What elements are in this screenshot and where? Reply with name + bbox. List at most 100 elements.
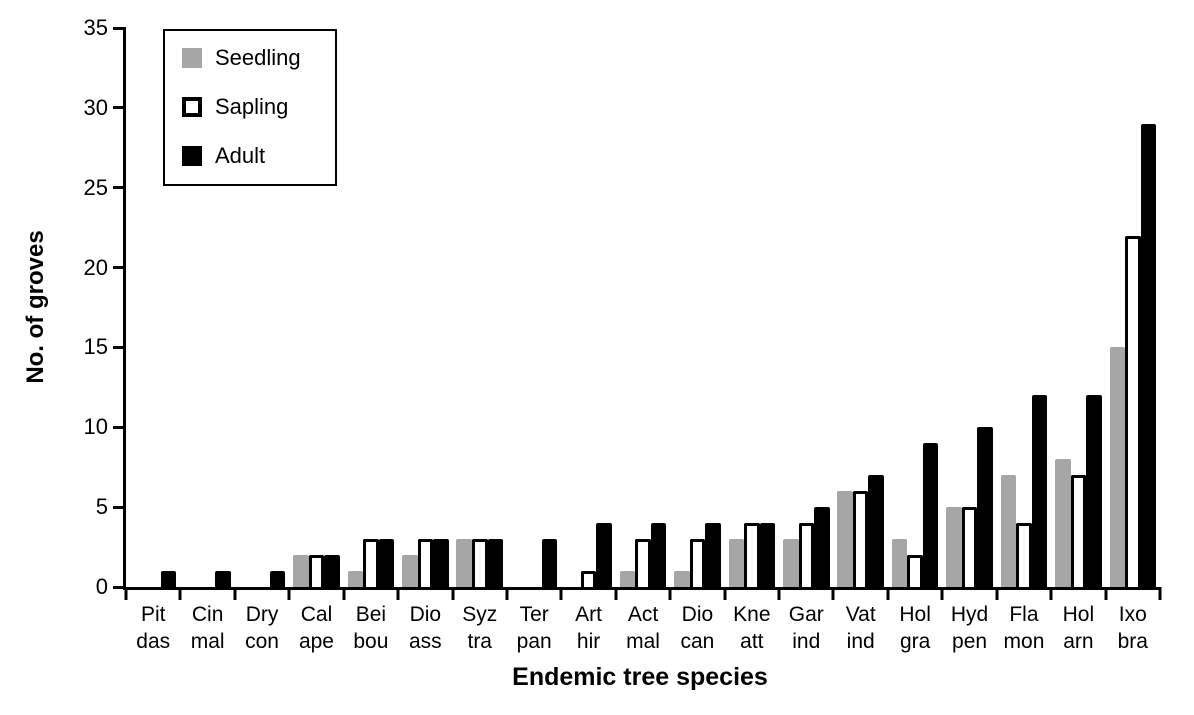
seedling-legend-swatch <box>182 47 202 68</box>
bar-group <box>235 28 289 587</box>
y-tick-mark <box>113 585 126 589</box>
bar-group <box>398 28 452 587</box>
y-axis-ticks: 0 5 10 15 20 25 30 35 <box>84 15 1160 599</box>
bar-sapling <box>907 555 923 587</box>
bar-seedling <box>946 507 962 587</box>
y-tick-label: 35 <box>83 15 108 40</box>
bar-adult <box>215 571 231 587</box>
x-tick-mark <box>614 587 618 600</box>
x-tick-label: Dio ass <box>408 603 442 653</box>
bar-adult <box>1086 395 1102 587</box>
bar-adult <box>705 523 721 587</box>
y-tick-mark <box>113 345 126 349</box>
x-tick-label: Fla mon <box>1003 603 1045 653</box>
x-tick-label: Cin mal <box>190 603 225 653</box>
x-tick-label: Art hir <box>575 603 602 653</box>
x-tick-mark <box>886 587 890 600</box>
legend-item-sapling: Sapling <box>182 93 335 119</box>
x-tick-mark <box>777 587 781 600</box>
y-tick-mark <box>113 26 126 30</box>
x-tick-label: Hol gra <box>899 603 931 653</box>
bar-seedling <box>1109 347 1126 587</box>
x-tick-mark <box>723 587 727 600</box>
bar-group <box>779 28 833 587</box>
bar-group <box>180 28 234 587</box>
legend-item-seedling: Seedling <box>182 44 335 70</box>
x-tick-label: Bei bou <box>353 603 389 653</box>
bar-seedling <box>347 571 364 587</box>
bar-seedling <box>293 555 309 587</box>
y-tick-label: 15 <box>83 334 108 360</box>
bar-group <box>997 28 1051 587</box>
bar-group <box>561 28 615 587</box>
bar-adult <box>596 523 612 587</box>
legend-item-adult: Adult <box>182 144 335 166</box>
bar-adult <box>269 571 286 587</box>
adult-legend-swatch <box>182 145 202 166</box>
bar-group <box>289 28 343 587</box>
x-tick-mark <box>178 587 182 600</box>
x-tick-mark <box>1104 587 1108 600</box>
bar-adult <box>868 475 884 587</box>
seedling-legend-label: Seedling <box>215 44 301 70</box>
bar-adult <box>814 507 830 587</box>
y-tick-mark <box>113 106 126 110</box>
legend: Seedling Sapling Adult <box>163 29 337 186</box>
bar-group <box>833 28 887 587</box>
bar-sapling <box>308 555 325 587</box>
sapling-legend-swatch <box>182 96 202 117</box>
bar-sapling <box>471 539 488 587</box>
x-tick-label: Kne att <box>733 603 771 653</box>
x-tick-mark <box>287 587 291 600</box>
bar-adult <box>759 523 776 587</box>
y-axis-title: No. of groves <box>22 230 49 384</box>
bar-sapling <box>1125 235 1141 587</box>
bar-sapling <box>363 539 379 587</box>
x-tick-label: Hyd pen <box>950 603 989 653</box>
y-tick-label: 10 <box>83 414 108 440</box>
x-tick-mark <box>995 587 999 600</box>
x-tick-label: Ixo bra <box>1117 603 1148 653</box>
x-tick-mark <box>668 587 672 600</box>
bar-sapling <box>1016 523 1032 587</box>
x-tick-mark <box>831 587 835 600</box>
bar-adult <box>977 427 993 587</box>
bar-seedling <box>891 539 908 587</box>
y-tick-label: 20 <box>83 254 108 280</box>
x-tick-mark <box>396 587 400 600</box>
bar-group <box>616 28 670 587</box>
x-tick-label: Pit das <box>136 603 171 653</box>
y-tick-label: 0 <box>95 574 108 599</box>
bar-group <box>507 28 561 587</box>
bar-seedling <box>456 539 472 587</box>
bar-seedling <box>783 539 799 587</box>
bar-group <box>344 28 398 587</box>
bar-seedling <box>674 571 690 587</box>
bar-sapling <box>635 539 651 587</box>
y-tick-mark <box>113 266 126 270</box>
bar-group <box>670 28 724 587</box>
y-tick-mark <box>113 425 126 429</box>
sapling-legend-label: Sapling <box>215 93 289 119</box>
bar-group <box>1106 28 1160 587</box>
y-tick-mark <box>113 505 126 509</box>
x-axis-ticks <box>124 28 1162 600</box>
bar-group <box>942 28 996 587</box>
bar-seedling <box>1055 459 1071 587</box>
bar-adult <box>160 571 177 587</box>
x-axis-title: Endemic tree species <box>512 663 768 691</box>
x-tick-mark <box>559 587 563 600</box>
bar-seedling <box>402 555 418 587</box>
bar-sapling <box>417 539 434 587</box>
bar-adult <box>324 555 340 587</box>
bars-layer <box>126 28 1160 587</box>
x-tick-label: Dry con <box>245 603 279 653</box>
bar-group <box>888 28 942 587</box>
x-tick-mark <box>233 587 237 600</box>
y-tick-label: 5 <box>95 494 108 520</box>
x-tick-mark <box>505 587 509 600</box>
bar-sapling <box>1070 475 1087 587</box>
y-tick-label: 25 <box>83 174 108 200</box>
y-tick-mark <box>113 186 126 190</box>
